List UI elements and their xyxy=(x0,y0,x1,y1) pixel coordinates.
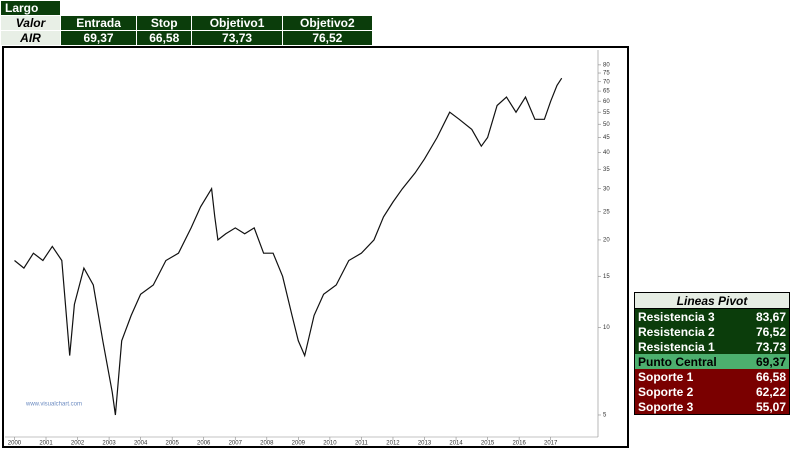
y-tick-label: 80 xyxy=(603,62,610,68)
x-tick-label: 2016 xyxy=(512,441,526,447)
watermark: www.visualchart.com xyxy=(25,402,82,408)
trade-header-cell: Objetivo1 xyxy=(191,15,283,31)
x-tick-label: 2012 xyxy=(386,441,400,447)
pivot-value: 83,67 xyxy=(742,308,790,324)
pivot-value: 73,73 xyxy=(742,339,790,354)
x-tick-label: 2002 xyxy=(71,441,85,447)
trade-table: Largo Valor Entrada Stop Objetivo1 Objetivo2… xyxy=(0,0,374,46)
pivot-row: Soporte 1 66,58 xyxy=(634,369,790,384)
pivot-label: Punto Central xyxy=(634,354,743,369)
y-tick-label: 50 xyxy=(603,122,610,128)
pivot-table: Lineas Pivot Resistencia 3 83,67 Resistenc… xyxy=(634,292,790,415)
pivot-row: Soporte 2 62,22 xyxy=(634,384,790,399)
x-tick-label: 2005 xyxy=(165,441,179,447)
pivot-label: Resistencia 1 xyxy=(634,339,743,354)
trade-cell: 76,52 xyxy=(281,30,374,46)
pivot-row: Punto Central 69,37 xyxy=(634,354,790,369)
trade-header-cell: Stop xyxy=(136,15,193,31)
y-tick-label: 35 xyxy=(603,167,610,173)
pivot-label: Resistencia 2 xyxy=(634,324,743,339)
y-tick-label: 45 xyxy=(603,135,610,141)
trade-cell: 66,58 xyxy=(136,30,193,46)
trade-cell: 69,37 xyxy=(60,30,138,46)
pivot-value: 55,07 xyxy=(742,399,790,415)
pivot-row: Resistencia 1 73,73 xyxy=(634,339,790,354)
pivot-title: Lineas Pivot xyxy=(634,292,790,309)
pivot-label: Soporte 2 xyxy=(634,384,743,399)
pivot-value: 66,58 xyxy=(742,369,790,384)
x-tick-label: 2013 xyxy=(418,441,432,447)
y-tick-label: 65 xyxy=(603,89,610,95)
pivot-row: Resistencia 2 76,52 xyxy=(634,324,790,339)
x-tick-label: 2000 xyxy=(8,441,22,447)
x-tick-label: 2006 xyxy=(197,441,211,447)
pivot-value: 62,22 xyxy=(742,384,790,399)
trade-header-cell: Entrada xyxy=(60,15,138,31)
pivot-label: Resistencia 3 xyxy=(634,308,743,324)
y-tick-label: 30 xyxy=(603,186,610,192)
trade-header-cell: Valor xyxy=(0,15,62,31)
x-tick-label: 2009 xyxy=(292,441,306,447)
trade-title: Largo xyxy=(0,0,62,16)
y-tick-label: 55 xyxy=(603,110,610,116)
x-tick-label: 2014 xyxy=(449,441,463,447)
pivot-row: Soporte 3 55,07 xyxy=(634,399,790,415)
pivot-row: Resistencia 3 83,67 xyxy=(634,308,790,324)
x-tick-label: 2011 xyxy=(355,441,369,447)
trade-header-cell: Objetivo2 xyxy=(281,15,374,31)
y-tick-label: 10 xyxy=(603,325,610,331)
x-tick-label: 2017 xyxy=(544,441,558,447)
y-tick-label: 20 xyxy=(603,238,610,244)
trade-cell: 73,73 xyxy=(191,30,283,46)
y-tick-label: 25 xyxy=(603,209,610,215)
x-tick-label: 2007 xyxy=(229,441,243,447)
y-tick-label: 40 xyxy=(603,150,610,156)
pivot-value: 69,37 xyxy=(742,354,790,369)
y-tick-label: 60 xyxy=(603,99,610,105)
pivot-value: 76,52 xyxy=(742,324,790,339)
pivot-label: Soporte 1 xyxy=(634,369,743,384)
x-tick-label: 2001 xyxy=(39,441,53,447)
x-tick-label: 2015 xyxy=(481,441,495,447)
price-line xyxy=(14,77,563,416)
y-tick-label: 70 xyxy=(603,79,610,85)
y-tick-label: 15 xyxy=(603,274,610,280)
x-tick-label: 2008 xyxy=(260,441,274,447)
x-tick-label: 2010 xyxy=(323,441,337,447)
y-tick-label: 5 xyxy=(603,413,607,419)
x-tick-label: 2003 xyxy=(102,441,116,447)
chart-frame xyxy=(2,46,629,448)
pivot-label: Soporte 3 xyxy=(634,399,743,415)
trade-cell: AIR xyxy=(0,30,62,46)
y-tick-label: 75 xyxy=(603,71,610,77)
x-tick-label: 2004 xyxy=(134,441,148,447)
